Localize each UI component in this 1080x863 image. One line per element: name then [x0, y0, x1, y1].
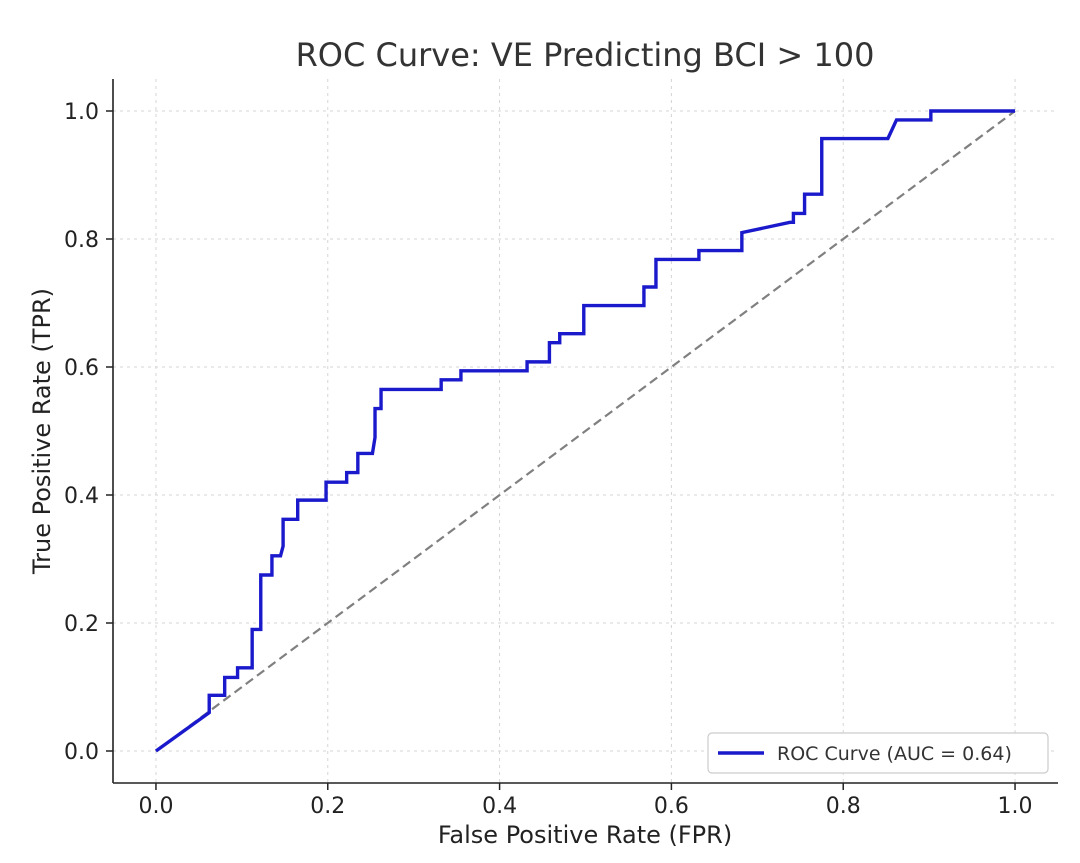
chance-line	[155, 110, 1016, 752]
x-tick-label: 0.8	[826, 794, 861, 819]
y-tick-label: 0.2	[64, 612, 99, 637]
axes	[106, 79, 1058, 790]
x-axis-title: False Positive Rate (FPR)	[438, 821, 732, 849]
y-tick-label: 0.0	[64, 740, 99, 765]
legend: ROC Curve (AUC = 0.64)	[707, 732, 1049, 774]
y-tick-label: 0.4	[64, 484, 99, 509]
x-tick-label: 0.0	[138, 794, 173, 819]
y-tick-label: 0.8	[64, 228, 99, 253]
legend-label: ROC Curve (AUC = 0.64)	[777, 743, 1012, 765]
tick-labels: 0.0 0.2 0.4 0.6 0.8 1.0 0.0 0.2 0.4 0.6 0.8 1.0	[64, 100, 1033, 819]
x-tick-label: 1.0	[998, 794, 1033, 819]
x-tick-label: 0.6	[654, 794, 689, 819]
y-tick-label: 0.6	[64, 356, 99, 381]
roc-curve-line	[154, 109, 1016, 753]
grid	[113, 79, 1058, 783]
y-axis-title: True Positive Rate (TPR)	[28, 288, 56, 575]
series-layer	[154, 109, 1016, 753]
legend-box	[707, 732, 1049, 774]
y-tick-label: 1.0	[64, 100, 99, 125]
x-tick-label: 0.2	[310, 794, 345, 819]
x-tick-label: 0.4	[482, 794, 517, 819]
chart-title: ROC Curve: VE Predicting BCI > 100	[296, 36, 875, 74]
